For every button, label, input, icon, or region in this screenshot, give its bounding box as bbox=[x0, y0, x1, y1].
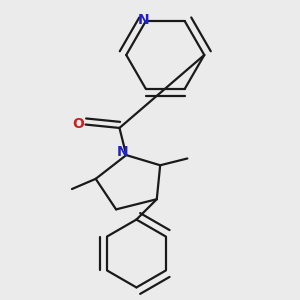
Text: O: O bbox=[72, 116, 84, 130]
Text: N: N bbox=[138, 13, 149, 27]
Text: N: N bbox=[116, 146, 128, 159]
